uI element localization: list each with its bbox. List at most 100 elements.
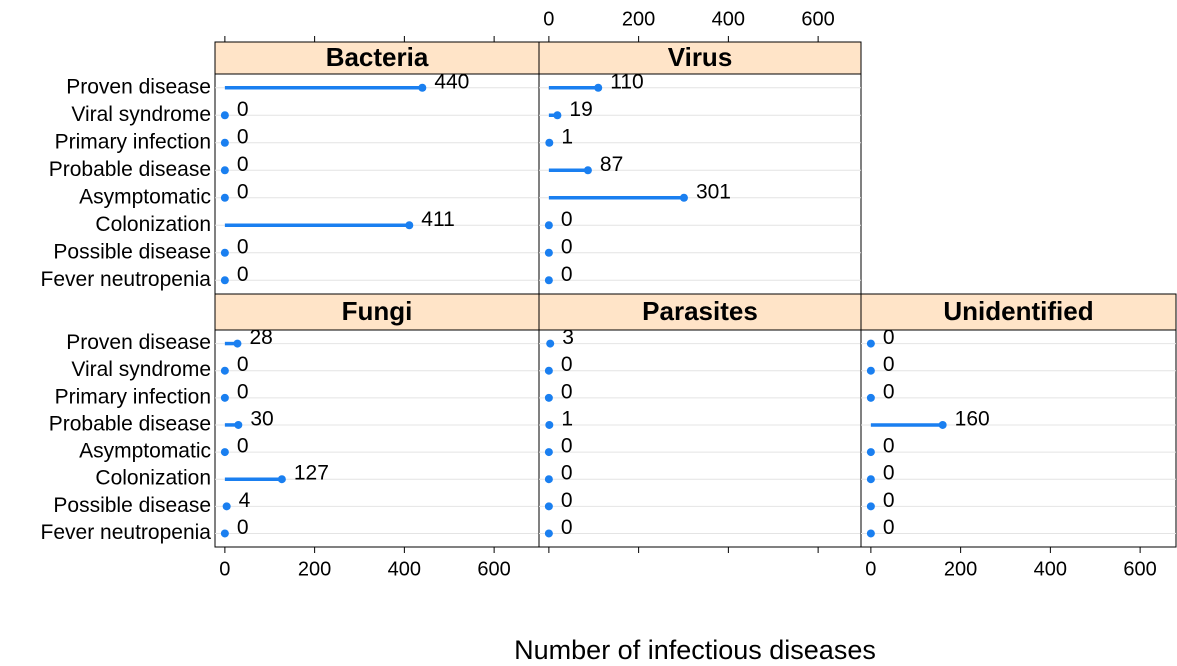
panel-title: Unidentified: [943, 296, 1093, 326]
value-label: 87: [600, 153, 623, 176]
dot: [544, 475, 553, 484]
value-label: 0: [561, 263, 573, 286]
dot: [679, 193, 688, 202]
x-tick-label: 600: [1123, 558, 1156, 580]
x-tick-label: 0: [219, 558, 230, 580]
value-label: 0: [561, 235, 573, 258]
dot: [544, 393, 553, 402]
value-label: 1: [561, 407, 573, 430]
strip: [214, 293, 540, 331]
panel-title: Fungi: [342, 296, 413, 326]
dot: [233, 339, 242, 348]
value-label: 160: [955, 407, 990, 430]
category-label: Viral syndrome: [71, 358, 211, 381]
x-tick-label: 400: [712, 8, 745, 30]
category-label: Primary infection: [55, 130, 211, 153]
category-label: Possible disease: [53, 240, 211, 263]
panel-title: Bacteria: [326, 42, 429, 72]
value-label: 0: [883, 516, 895, 539]
dot: [866, 366, 875, 375]
value-label: 28: [249, 326, 272, 349]
value-label: 0: [237, 435, 249, 458]
dot: [545, 138, 554, 147]
value-label: 0: [237, 125, 249, 148]
value-label: 0: [883, 326, 895, 349]
panel-frame: [860, 329, 1177, 548]
category-label: Colonization: [95, 213, 211, 236]
value-label: 0: [237, 180, 249, 203]
value-label: 0: [883, 489, 895, 512]
category-label: Viral syndrome: [71, 103, 211, 126]
value-label: 0: [883, 462, 895, 485]
dot: [220, 448, 229, 457]
value-label: 110: [610, 70, 643, 93]
value-label: 1: [561, 125, 573, 148]
dot: [544, 248, 553, 257]
dot: [220, 393, 229, 402]
value-label: 0: [237, 263, 249, 286]
dot: [866, 393, 875, 402]
value-label: 30: [250, 407, 273, 430]
value-label: 19: [569, 98, 592, 121]
value-label: 0: [237, 98, 249, 121]
dot: [594, 83, 603, 92]
value-label: 0: [561, 435, 573, 458]
dot: [220, 248, 229, 257]
panel-frame: [214, 73, 540, 295]
value-label: 0: [883, 435, 895, 458]
panel-frame: [538, 329, 862, 548]
strip: [214, 41, 540, 75]
dot: [220, 138, 229, 147]
dot: [866, 339, 875, 348]
value-label: 0: [561, 462, 573, 485]
value-label: 0: [237, 235, 249, 258]
dot: [234, 420, 243, 429]
category-label: Fever neutropenia: [41, 521, 212, 544]
strip: [538, 41, 862, 75]
dot: [220, 366, 229, 375]
dot: [545, 420, 554, 429]
dot: [544, 221, 553, 230]
dot: [583, 166, 592, 175]
category-label: Asymptomatic: [79, 440, 211, 463]
x-tick-label: 400: [1034, 558, 1067, 580]
panel-title: Virus: [668, 42, 733, 72]
dot: [866, 502, 875, 511]
dot: [553, 111, 562, 120]
panel-title: Parasites: [642, 296, 758, 326]
dot: [938, 420, 947, 429]
strip: [860, 293, 1177, 331]
category-label: Primary infection: [55, 385, 211, 408]
dot: [544, 502, 553, 511]
category-label: Proven disease: [66, 331, 211, 354]
value-label: 3: [562, 326, 574, 349]
value-label: 127: [294, 462, 329, 485]
dot: [222, 502, 231, 511]
dot: [220, 166, 229, 175]
value-label: 0: [561, 353, 573, 376]
x-tick-label: 0: [865, 558, 876, 580]
category-label: Probable disease: [49, 412, 211, 435]
dot: [277, 475, 286, 484]
dot: [544, 448, 553, 457]
category-label: Proven disease: [66, 75, 211, 98]
value-label: 411: [421, 208, 454, 231]
dot: [866, 475, 875, 484]
category-label: Probable disease: [49, 158, 211, 181]
dot: [220, 276, 229, 285]
x-tick-label: 400: [388, 558, 421, 580]
dot: [546, 339, 555, 348]
dot: [220, 193, 229, 202]
category-label: Possible disease: [53, 494, 211, 517]
category-label: Fever neutropenia: [41, 268, 212, 291]
value-label: 0: [237, 380, 249, 403]
x-tick-label: 200: [622, 8, 655, 30]
value-label: 0: [237, 153, 249, 176]
x-tick-label: 0: [543, 8, 554, 30]
value-label: 0: [237, 516, 249, 539]
dot: [544, 529, 553, 538]
x-tick-label: 200: [298, 558, 331, 580]
x-axis-label: Number of infectious diseases: [514, 635, 876, 665]
panel-frame: [214, 329, 540, 548]
